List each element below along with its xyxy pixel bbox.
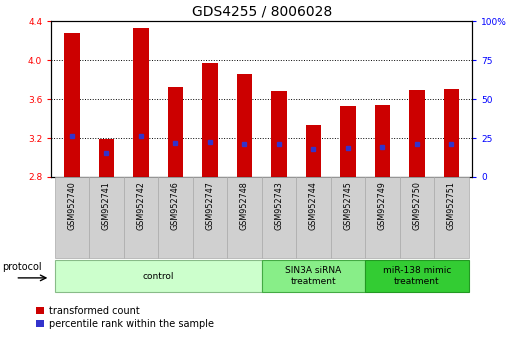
- Text: GSM952743: GSM952743: [274, 181, 283, 230]
- Bar: [133, 28, 149, 177]
- Text: GSM952745: GSM952745: [343, 181, 352, 230]
- Bar: [55, 177, 89, 258]
- Bar: [55, 260, 262, 292]
- Text: GSM952741: GSM952741: [102, 181, 111, 230]
- Bar: [434, 177, 468, 258]
- Bar: [193, 177, 227, 258]
- Bar: [158, 177, 193, 258]
- Bar: [306, 125, 321, 177]
- Bar: [409, 90, 425, 177]
- Bar: [296, 177, 330, 258]
- Text: miR-138 mimic
treatment: miR-138 mimic treatment: [383, 267, 451, 286]
- Text: GSM952747: GSM952747: [205, 181, 214, 230]
- Text: GSM952751: GSM952751: [447, 181, 456, 230]
- Text: GSM952750: GSM952750: [412, 181, 421, 230]
- Bar: [444, 89, 459, 177]
- Text: control: control: [143, 272, 174, 281]
- Title: GDS4255 / 8006028: GDS4255 / 8006028: [191, 5, 332, 19]
- Bar: [89, 177, 124, 258]
- Text: GSM952742: GSM952742: [136, 181, 146, 230]
- Legend: transformed count, percentile rank within the sample: transformed count, percentile rank withi…: [35, 306, 214, 329]
- Text: GSM952740: GSM952740: [68, 181, 76, 230]
- Bar: [271, 91, 287, 177]
- Bar: [98, 139, 114, 177]
- Text: SIN3A siRNA
treatment: SIN3A siRNA treatment: [285, 267, 342, 286]
- Bar: [202, 63, 218, 177]
- Bar: [262, 177, 296, 258]
- Bar: [340, 106, 356, 177]
- Bar: [168, 87, 183, 177]
- Text: GSM952746: GSM952746: [171, 181, 180, 230]
- Bar: [400, 177, 434, 258]
- Bar: [64, 33, 80, 177]
- Text: GSM952749: GSM952749: [378, 181, 387, 230]
- Bar: [374, 105, 390, 177]
- Bar: [227, 177, 262, 258]
- Bar: [124, 177, 158, 258]
- Text: GSM952748: GSM952748: [240, 181, 249, 230]
- Bar: [236, 74, 252, 177]
- Text: GSM952744: GSM952744: [309, 181, 318, 230]
- Bar: [262, 260, 365, 292]
- Bar: [365, 260, 468, 292]
- Bar: [330, 177, 365, 258]
- Text: protocol: protocol: [3, 262, 42, 272]
- Bar: [365, 177, 400, 258]
